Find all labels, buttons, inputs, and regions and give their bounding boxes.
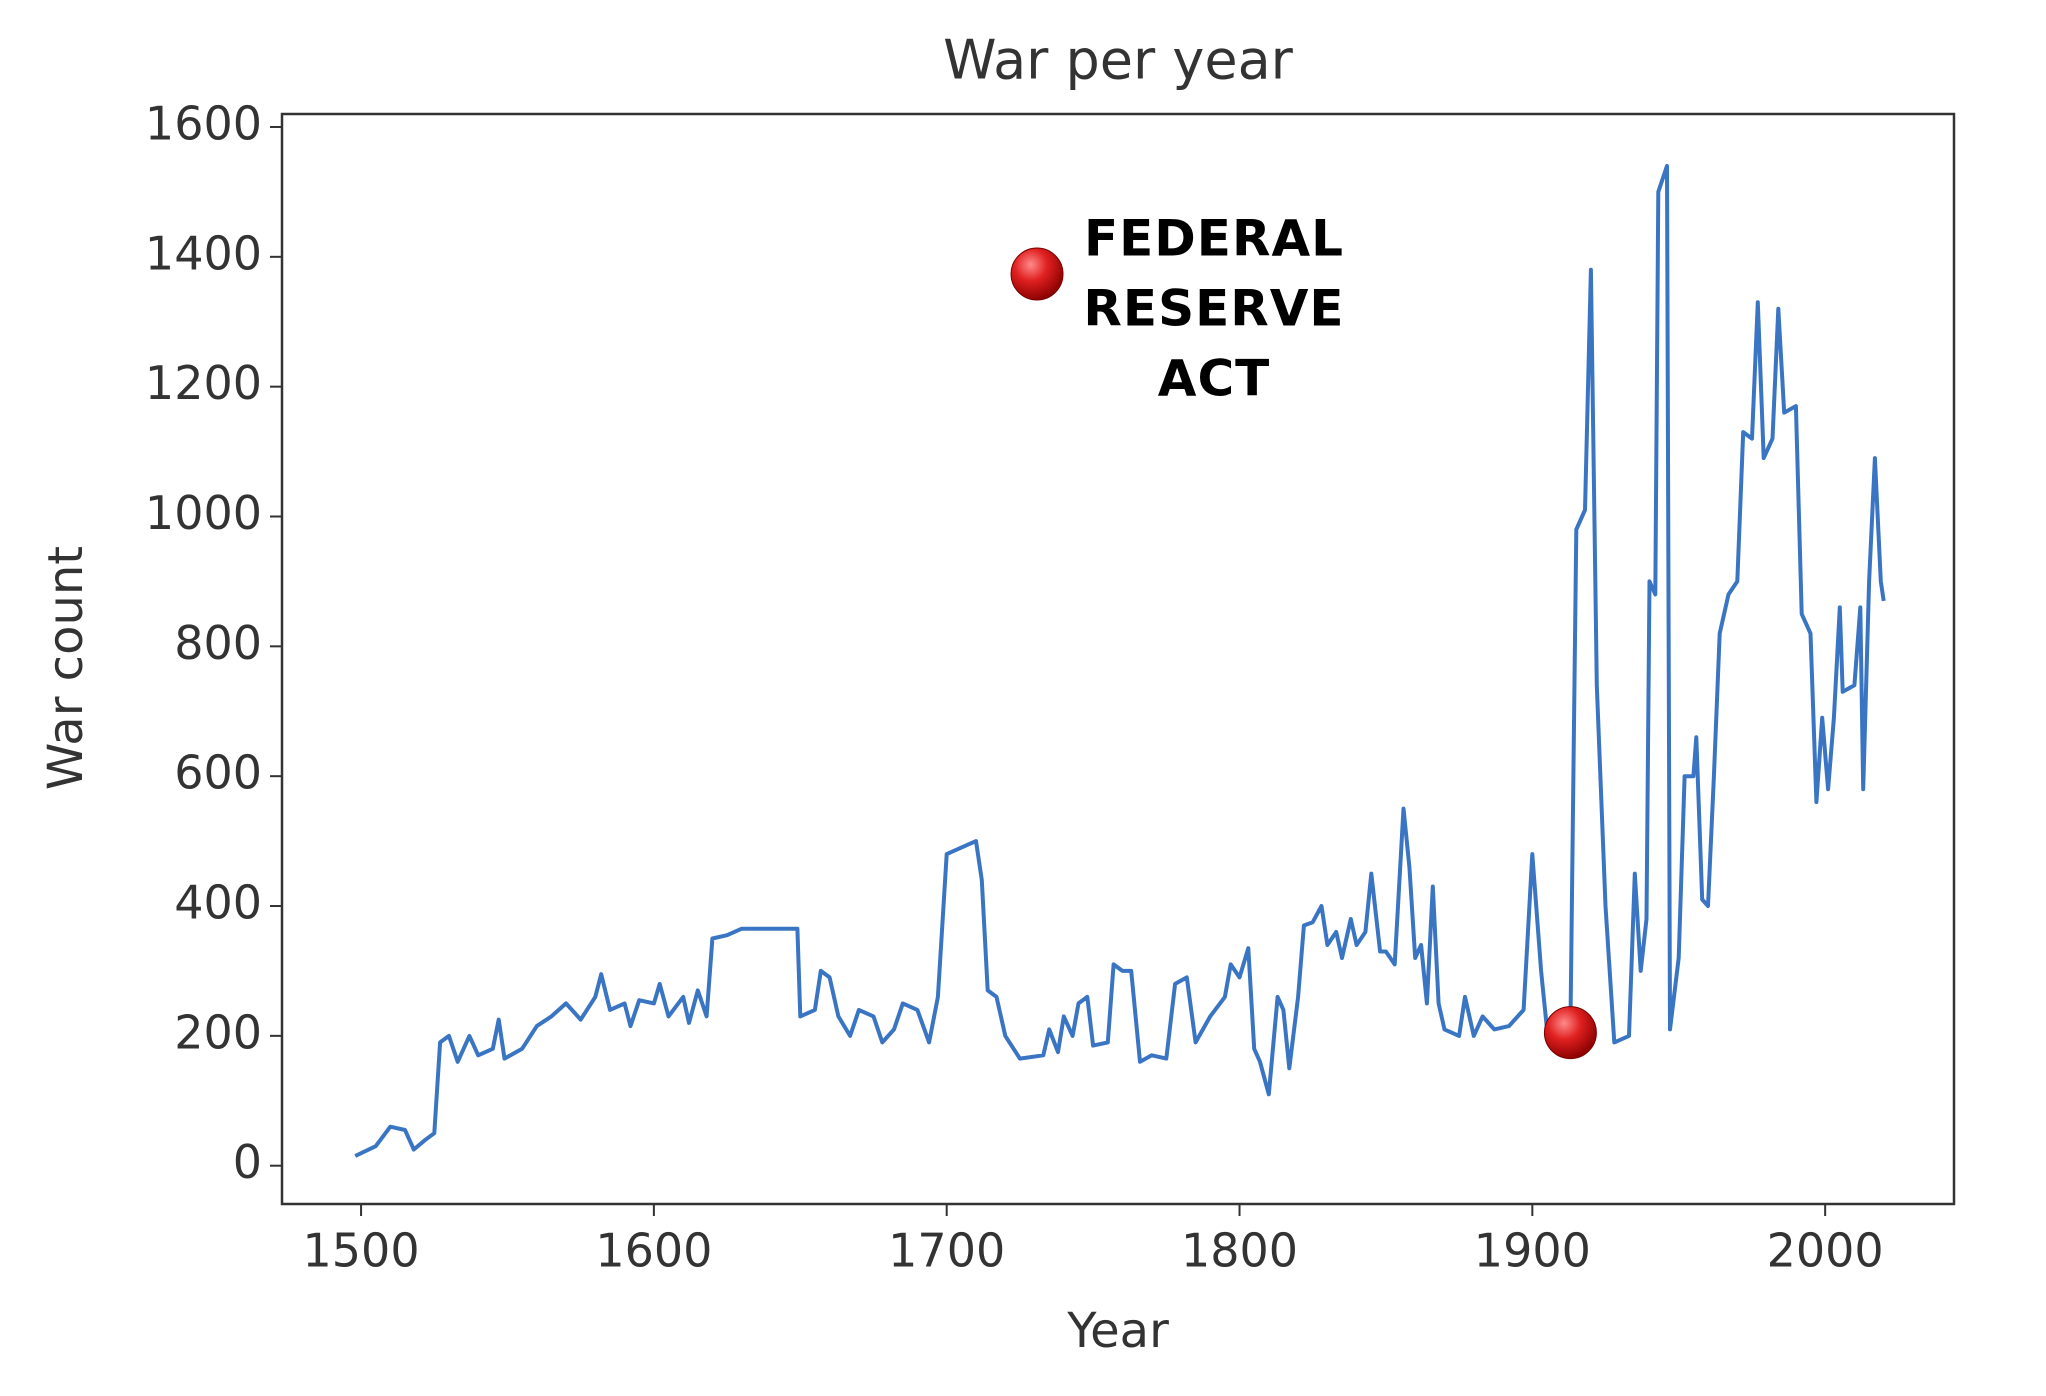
plot-frame [280,112,1956,1206]
key-marker [1010,247,1064,301]
x-tick-label: 1800 [1181,1224,1298,1278]
y-tick-label: 0 [233,1135,262,1189]
y-tick-label: 1000 [145,486,262,540]
x-tick-label: 1600 [595,1224,712,1278]
y-tick-label: 1600 [145,96,262,150]
y-tick-label: 400 [174,876,262,930]
chart-title: War per year [943,29,1294,92]
y-tick-label: 600 [174,746,262,800]
x-axis-label: Year [1066,1303,1169,1359]
annotation-text: RESERVE [1083,280,1344,338]
x-tick-label: 2000 [1767,1224,1884,1278]
x-tick-label: 1500 [303,1224,420,1278]
y-axis-label: War count [38,546,94,790]
annotation-marker [1543,1006,1597,1060]
y-tick-label: 200 [174,1005,262,1059]
x-tick-label: 1700 [888,1224,1005,1278]
annotation-text: FEDERAL [1084,210,1344,268]
y-tick-label: 1400 [145,226,262,280]
y-tick-label: 800 [174,616,262,670]
x-tick-label: 1900 [1474,1224,1591,1278]
y-tick-label: 1200 [145,356,262,410]
data-line [354,163,1886,1158]
annotation-text: ACT [1158,350,1271,408]
